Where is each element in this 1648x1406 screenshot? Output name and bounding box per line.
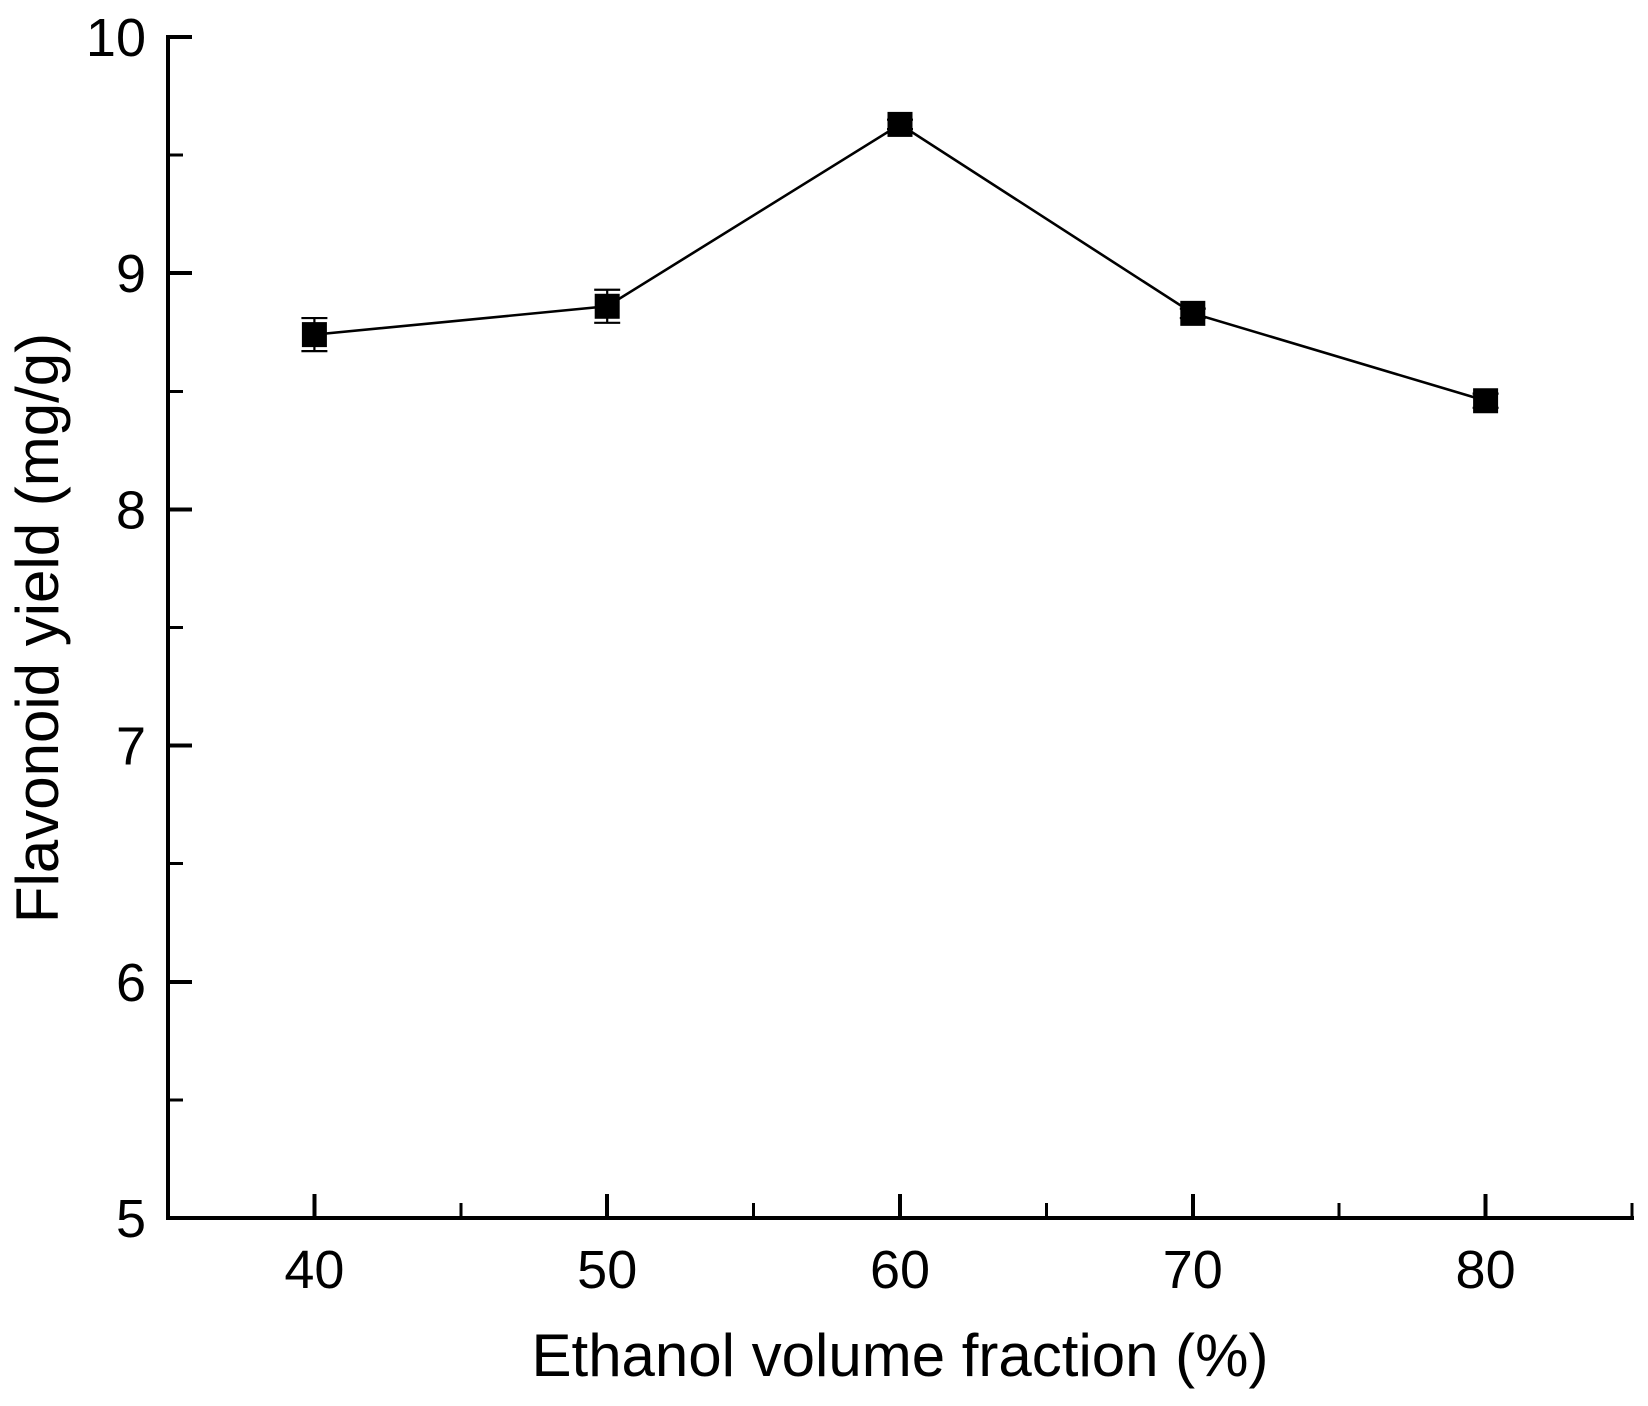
x-tick-label: 40 (284, 1240, 344, 1300)
y-tick-label: 8 (116, 480, 146, 540)
data-point-marker (594, 293, 620, 319)
data-point-marker (301, 322, 327, 348)
y-tick-label: 6 (116, 953, 146, 1013)
y-tick-label: 7 (116, 717, 146, 777)
data-point-marker (1473, 388, 1499, 414)
data-point-marker (887, 111, 913, 137)
y-tick-label: 10 (86, 8, 146, 68)
x-axis-title: Ethanol volume fraction (%) (532, 1322, 1269, 1389)
x-tick-label: 50 (577, 1240, 637, 1300)
x-tick-label: 80 (1456, 1240, 1516, 1300)
y-tick-label: 5 (116, 1189, 146, 1249)
x-tick-label: 70 (1163, 1240, 1223, 1300)
x-tick-label: 60 (870, 1240, 930, 1300)
y-axis-title: Flavonoid yield (mg/g) (4, 333, 71, 923)
data-series-line (314, 122, 1486, 402)
y-tick-label: 9 (116, 244, 146, 304)
data-point-marker (1180, 300, 1206, 326)
